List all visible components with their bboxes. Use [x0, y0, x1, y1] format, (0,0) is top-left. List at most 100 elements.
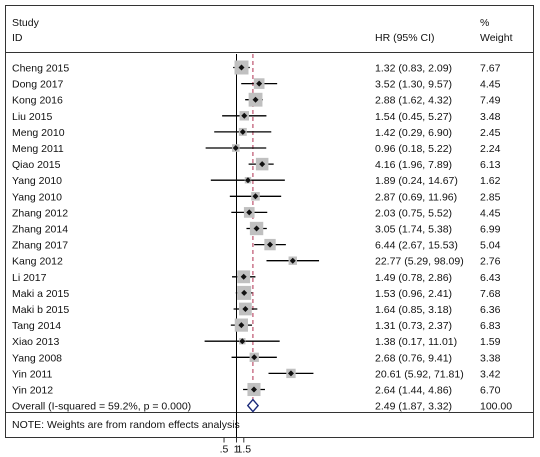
point-estimate — [242, 306, 249, 312]
point-estimate — [246, 209, 253, 216]
weight-text: 3.48 — [480, 111, 501, 123]
point-estimate — [250, 386, 257, 393]
study-label: Zhang 2017 — [12, 240, 68, 252]
overall-hr-ci-text: 2.49 (1.87, 3.32) — [375, 401, 452, 413]
point-estimate — [239, 338, 246, 345]
x-tick-label: 1.5 — [236, 444, 251, 456]
weight-text: 2.76 — [480, 256, 501, 268]
hr-ci-text: 1.64 (0.85, 3.18) — [375, 304, 452, 316]
study-label: Zhang 2014 — [12, 224, 68, 236]
header-study: Study — [12, 17, 40, 29]
study-label: Kang 2012 — [12, 256, 63, 268]
weight-text: 2.45 — [480, 127, 501, 139]
point-estimate — [238, 64, 245, 71]
point-estimate — [253, 225, 260, 232]
point-estimate — [251, 354, 258, 361]
study-label: Meng 2010 — [12, 127, 65, 139]
point-estimate — [232, 145, 239, 151]
weight-text: 6.36 — [480, 304, 501, 316]
weight-text: 6.99 — [480, 224, 501, 236]
point-estimate — [238, 322, 245, 329]
hr-ci-text: 0.96 (0.18, 5.22) — [375, 143, 452, 155]
hr-ci-text: 3.52 (1.30, 9.57) — [375, 79, 452, 91]
hr-ci-text: 3.05 (1.74, 5.38) — [375, 224, 452, 236]
point-estimate — [241, 112, 248, 119]
weight-text: 7.49 — [480, 95, 501, 107]
study-label: Cheng 2015 — [12, 63, 69, 75]
study-label: Tang 2014 — [12, 320, 61, 332]
hr-ci-text: 6.44 (2.67, 15.53) — [375, 240, 458, 252]
study-label: Liu 2015 — [12, 111, 52, 123]
weight-text: 7.68 — [480, 288, 501, 300]
point-estimate — [239, 128, 246, 135]
weight-text: 4.45 — [480, 79, 501, 91]
study-label: Yang 2010 — [12, 175, 62, 187]
study-label: Maki a 2015 — [12, 288, 69, 300]
point-estimate — [252, 96, 259, 103]
hr-ci-text: 1.54 (0.45, 5.27) — [375, 111, 452, 123]
study-label: Yang 2008 — [12, 352, 62, 364]
study-label: Xiao 2013 — [12, 336, 59, 348]
study-label: Zhang 2012 — [12, 207, 68, 219]
weight-text: 3.38 — [480, 352, 501, 364]
study-label: Li 2017 — [12, 272, 47, 284]
study-rows: Cheng 2015 1.32 (0.83, 2.09) 7.67 Dong 2017… — [12, 54, 512, 456]
x-tick-label: 1 — [234, 444, 240, 456]
hr-ci-text: 1.38 (0.17, 11.01) — [375, 336, 457, 348]
weight-text: 1.62 — [480, 175, 501, 187]
hr-ci-text: 20.61 (5.92, 71.81) — [375, 368, 464, 380]
study-label: Yang 2010 — [12, 191, 62, 203]
weight-text: 4.45 — [480, 207, 501, 219]
x-tick-label: .5 — [220, 444, 229, 456]
point-estimate — [289, 257, 296, 264]
weight-text: 3.42 — [480, 368, 501, 380]
hr-ci-text: 1.53 (0.96, 2.41) — [375, 288, 452, 300]
point-estimate — [267, 241, 274, 248]
study-label: Yin 2011 — [12, 368, 52, 380]
weight-text: 6.13 — [480, 159, 501, 171]
weight-text: 1.59 — [480, 336, 501, 348]
hr-ci-text: 2.03 (0.75, 5.52) — [375, 207, 452, 219]
hr-ci-text: 2.88 (1.62, 4.32) — [375, 95, 452, 107]
header-weight: Weight — [480, 32, 513, 44]
header-id: ID — [12, 32, 23, 44]
weight-text: 2.85 — [480, 191, 501, 203]
point-estimate — [259, 161, 266, 168]
note-text: NOTE: Weights are from random effects an… — [12, 419, 240, 431]
point-estimate — [252, 193, 259, 200]
study-label: Qiao 2015 — [12, 159, 61, 171]
study-label: Kong 2016 — [12, 95, 63, 107]
plot-frame — [5, 5, 534, 438]
study-label: Meng 2011 — [12, 143, 64, 155]
hr-ci-text: 2.87 (0.69, 11.96) — [375, 191, 457, 203]
point-estimate — [241, 289, 248, 296]
hr-ci-text: 22.77 (5.29, 98.09) — [375, 256, 464, 268]
point-estimate — [244, 177, 251, 184]
overall-label: Overall (I-squared = 59.2%, p = 0.000) — [12, 401, 191, 413]
point-estimate — [256, 80, 263, 87]
study-label: Dong 2017 — [12, 79, 64, 91]
weight-text: 6.70 — [480, 385, 501, 397]
header-percent: % — [480, 17, 489, 29]
hr-ci-text: 1.31 (0.73, 2.37) — [375, 320, 452, 332]
hr-ci-text: 1.42 (0.29, 6.90) — [375, 127, 452, 139]
weight-text: 6.83 — [480, 320, 501, 332]
weight-text: 2.24 — [480, 143, 501, 155]
hr-ci-text: 4.16 (1.96, 7.89) — [375, 159, 452, 171]
weight-text: 5.04 — [480, 240, 501, 252]
point-estimate — [240, 273, 247, 280]
hr-ci-text: 2.68 (0.76, 9.41) — [375, 352, 452, 364]
weight-text: 6.43 — [480, 272, 501, 284]
hr-ci-text: 2.64 (1.44, 4.86) — [375, 385, 452, 397]
hr-ci-text: 1.49 (0.78, 2.86) — [375, 272, 452, 284]
hr-ci-text: 1.32 (0.83, 2.09) — [375, 63, 452, 75]
point-estimate — [287, 370, 294, 377]
overall-weight-text: 100.00 — [480, 401, 512, 413]
hr-ci-text: 1.89 (0.24, 14.67) — [375, 175, 458, 187]
study-label: Maki b 2015 — [12, 304, 69, 316]
header-hr: HR (95% CI) — [375, 32, 435, 44]
overall-diamond — [246, 398, 260, 413]
study-label: Yin 2012 — [12, 385, 53, 397]
